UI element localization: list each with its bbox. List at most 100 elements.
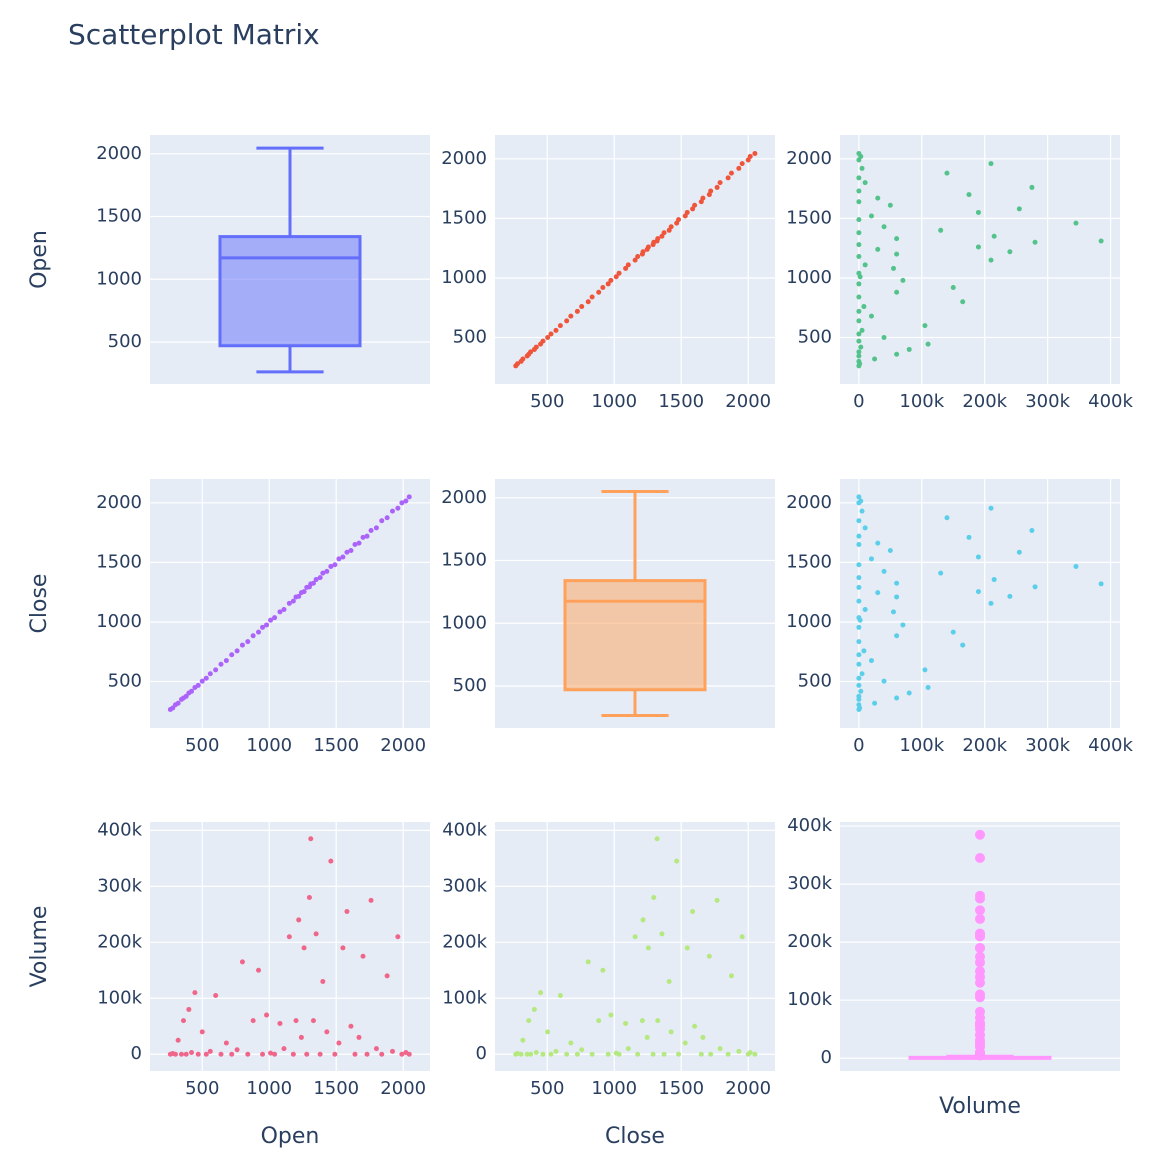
point <box>856 217 862 223</box>
point <box>856 533 862 539</box>
y-tick-label: 1500 <box>441 207 487 228</box>
point <box>714 897 720 903</box>
point <box>172 1051 178 1057</box>
point <box>856 199 862 205</box>
point <box>856 652 862 658</box>
y-tick-label: 1500 <box>96 551 142 572</box>
x-tick-label: 1000 <box>591 1078 637 1099</box>
point <box>256 967 262 973</box>
point <box>320 978 326 984</box>
point <box>348 547 354 553</box>
panel-background <box>840 479 1120 728</box>
point <box>320 570 326 576</box>
point <box>574 308 580 314</box>
point <box>659 931 665 937</box>
point <box>988 257 994 263</box>
x-tick-label: 1500 <box>313 735 359 756</box>
point <box>736 1048 742 1054</box>
point <box>988 600 994 606</box>
point <box>894 580 900 586</box>
point <box>256 629 262 635</box>
point <box>708 1051 714 1057</box>
point <box>213 992 219 998</box>
point <box>605 1051 611 1057</box>
y-tick-label: 500 <box>798 327 832 348</box>
point <box>518 1051 524 1057</box>
point <box>524 1051 530 1057</box>
y-tick-label: 1000 <box>441 612 487 633</box>
point <box>286 600 292 606</box>
point <box>245 1051 251 1057</box>
y-tick-label: 300k <box>97 875 142 896</box>
y-tick-label: 1000 <box>786 611 832 632</box>
point <box>894 289 900 295</box>
x-tick-label: 400k <box>1088 735 1133 756</box>
point <box>548 331 554 337</box>
point <box>856 693 862 699</box>
point <box>925 684 931 690</box>
point <box>186 1006 192 1012</box>
point <box>717 180 723 186</box>
point <box>260 1051 266 1057</box>
point <box>868 213 874 219</box>
point <box>640 917 646 923</box>
point <box>600 284 606 290</box>
point <box>389 508 395 514</box>
point <box>528 349 534 355</box>
point <box>304 1051 310 1057</box>
point <box>272 1051 278 1057</box>
outlier <box>975 893 985 904</box>
x-tick-label: 1000 <box>246 1078 292 1099</box>
point <box>706 953 712 959</box>
y-tick-label: 1000 <box>786 267 832 288</box>
point <box>856 584 862 590</box>
outlier <box>975 992 985 1003</box>
point <box>906 690 912 696</box>
point <box>192 990 198 996</box>
point <box>859 165 865 171</box>
point <box>684 945 690 951</box>
x-tick-label: 200k <box>962 735 1007 756</box>
point <box>234 1047 240 1053</box>
y-tick-label: 400k <box>442 819 487 840</box>
box <box>563 579 707 692</box>
point <box>950 629 956 635</box>
y-tick-label: 2000 <box>96 143 142 164</box>
point <box>881 678 887 684</box>
x-tick-label: 500 <box>530 1078 564 1099</box>
point <box>666 978 672 984</box>
point <box>268 617 274 623</box>
point <box>668 1029 674 1035</box>
x-tick-label: 1000 <box>591 391 637 412</box>
point <box>856 615 862 621</box>
point <box>856 230 862 236</box>
point <box>875 195 881 201</box>
point <box>207 671 213 677</box>
point <box>406 494 412 500</box>
x-axis-title: Close <box>605 1124 665 1149</box>
point <box>894 633 900 639</box>
point <box>356 540 362 546</box>
point <box>700 1034 706 1040</box>
point <box>862 180 868 186</box>
x-tick-label: 100k <box>899 391 944 412</box>
point <box>328 858 334 864</box>
point <box>661 230 667 236</box>
point <box>616 270 622 276</box>
x-tick-label: 0 <box>853 391 864 412</box>
point <box>324 568 330 574</box>
point <box>195 1051 201 1057</box>
y-tick-label: 500 <box>798 671 832 692</box>
point <box>692 202 698 208</box>
point <box>1073 563 1079 569</box>
point <box>856 624 862 630</box>
point <box>868 313 874 319</box>
point <box>332 562 338 568</box>
point <box>640 249 646 255</box>
y-tick-label: 100k <box>97 987 142 1008</box>
x-tick-label: 500 <box>185 1078 219 1099</box>
y-tick-label: 0 <box>476 1043 487 1064</box>
point <box>406 1051 412 1057</box>
point <box>229 652 235 658</box>
point <box>526 1018 532 1024</box>
